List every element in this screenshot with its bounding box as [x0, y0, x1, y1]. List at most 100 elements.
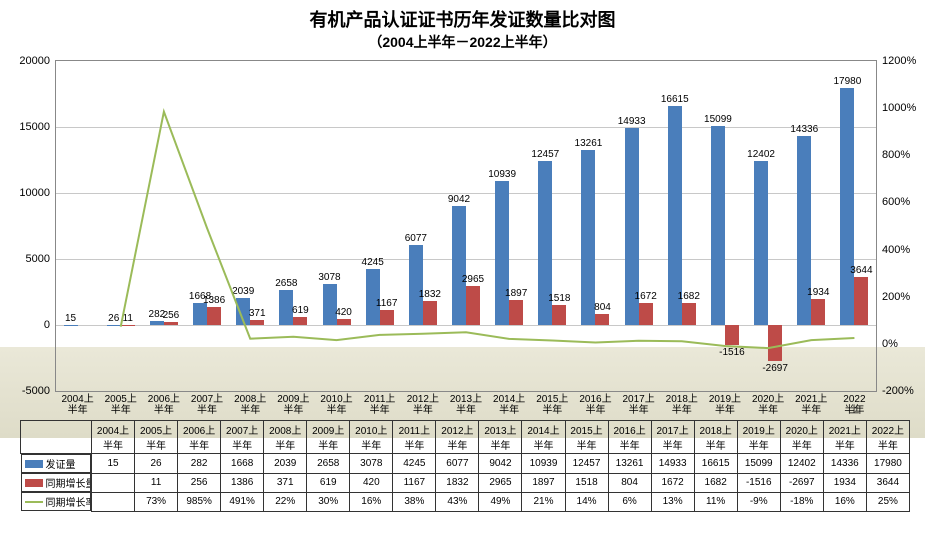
table-header-cell: 2020上半年: [780, 421, 823, 454]
table-cell: 1386: [221, 473, 264, 492]
table-cell: 1672: [651, 473, 694, 492]
table-cell: 1832: [436, 473, 479, 492]
table-header-cell: 2017上半年: [651, 421, 694, 454]
category-label: 2016上: [579, 394, 611, 405]
category-label-line2: 半年: [327, 405, 347, 416]
y2-tick-label: 800%: [876, 149, 910, 161]
y2-tick-label: 400%: [876, 244, 910, 256]
category-label-line2: 半年: [111, 405, 131, 416]
table-cell: 420: [350, 473, 393, 492]
data-table: 2004上半年2005上半年2006上半年2007上半年2008上半年2009上…: [20, 420, 910, 512]
category-label: 2017上: [623, 394, 655, 405]
table-cell: 371: [264, 473, 307, 492]
table-cell: 804: [608, 473, 651, 492]
table-corner: [21, 421, 92, 454]
table-header-cell: 2011上半年: [393, 421, 436, 454]
category-label-line2: 半年: [370, 405, 390, 416]
table-cell: 619: [307, 473, 350, 492]
table-cell: 2039: [264, 454, 307, 474]
table-cell: 1682: [694, 473, 737, 492]
category-label-line2: 半年: [413, 405, 433, 416]
table-cell: 43%: [436, 492, 479, 511]
category-label-line2: 半年: [629, 405, 649, 416]
y1-tick-label: -5000: [22, 385, 56, 397]
category-label: 2009上: [277, 394, 309, 405]
table-cell: 49%: [479, 492, 522, 511]
table-cell: 38%: [393, 492, 436, 511]
legend-cell-同期增长量: 同期增长量: [21, 473, 92, 492]
table-header-cell: 2008上半年: [264, 421, 307, 454]
legend-label: 同期增长量: [46, 475, 92, 490]
category-label-line2: 半年: [542, 405, 562, 416]
table-cell: 282: [178, 454, 221, 474]
table-cell: 985%: [178, 492, 221, 511]
table-cell: 6077: [436, 454, 479, 474]
category-label: 2007上: [191, 394, 223, 405]
table-cell: 10939: [522, 454, 565, 474]
table-cell: 491%: [221, 492, 264, 511]
table-header-cell: 2018上半年: [694, 421, 737, 454]
category-label-line2: 半年: [197, 405, 217, 416]
y1-tick-label: 0: [44, 319, 56, 331]
table-cell: 13261: [608, 454, 651, 474]
table-header-cell: 2007上半年: [221, 421, 264, 454]
table-header-cell: 2015上半年: [565, 421, 608, 454]
y2-tick-label: 1000%: [876, 102, 916, 114]
table-header-cell: 2005上半年: [135, 421, 178, 454]
table-cell: 12457: [565, 454, 608, 474]
chart-title: 有机产品认证证书历年发证数量比对图: [0, 0, 925, 32]
table-cell: 15099: [737, 454, 780, 474]
category-label-line2: 半年: [585, 405, 605, 416]
category-label-line2: 半年: [844, 405, 864, 416]
category-label-line2: 半年: [456, 405, 476, 416]
table-cell: -9%: [737, 492, 780, 511]
table-cell: 25%: [866, 492, 909, 511]
category-label-line2: 半年: [283, 405, 303, 416]
table-cell: [92, 492, 135, 511]
table-cell: 13%: [651, 492, 694, 511]
y1-tick-label: 15000: [19, 121, 56, 133]
table-cell: [92, 473, 135, 492]
table-cell: 1518: [565, 473, 608, 492]
legend-cell-发证量: 发证量: [21, 454, 92, 473]
category-label: 2004上: [61, 394, 93, 405]
table-cell: 17980: [866, 454, 909, 474]
category-label-line2: 半年: [758, 405, 778, 416]
table-header-cell: 2010上半年: [350, 421, 393, 454]
category-label: 2020上: [752, 394, 784, 405]
table-cell: 3644: [866, 473, 909, 492]
table-header-cell: 2013上半年: [479, 421, 522, 454]
table-cell: 2658: [307, 454, 350, 474]
table-header-cell: 2006上半年: [178, 421, 221, 454]
table-cell: 1167: [393, 473, 436, 492]
table-cell: 3078: [350, 454, 393, 474]
category-label: 2010上: [320, 394, 352, 405]
table-cell: 14336: [823, 454, 866, 474]
table-cell: -1516: [737, 473, 780, 492]
category-label-line2: 半年: [499, 405, 519, 416]
chart-subtitle: （2004上半年－2022上半年）: [0, 32, 925, 52]
y2-tick-label: 1200%: [876, 55, 916, 67]
table-cell: 1934: [823, 473, 866, 492]
table-header-cell: 2021上半年: [823, 421, 866, 454]
category-label: 2014上: [493, 394, 525, 405]
category-label: 2005上: [105, 394, 137, 405]
category-label: 2019上: [709, 394, 741, 405]
category-label-line2: 半年: [672, 405, 692, 416]
legend-label: 同期增长率: [46, 494, 92, 509]
y1-tick-label: 20000: [19, 55, 56, 67]
y2-tick-label: -200%: [876, 385, 914, 397]
y2-tick-label: 0%: [876, 338, 898, 350]
category-label: 2015上: [536, 394, 568, 405]
category-label: 2008上: [234, 394, 266, 405]
table-cell: 1897: [522, 473, 565, 492]
table-cell: 12402: [780, 454, 823, 474]
table-cell: 73%: [135, 492, 178, 511]
legend-line-swatch: [25, 501, 43, 503]
table-cell: 22%: [264, 492, 307, 511]
y1-tick-label: 10000: [19, 187, 56, 199]
legend-swatch: [25, 460, 43, 468]
legend-swatch: [25, 479, 43, 487]
category-label: 2013上: [450, 394, 482, 405]
table-cell: 16%: [823, 492, 866, 511]
